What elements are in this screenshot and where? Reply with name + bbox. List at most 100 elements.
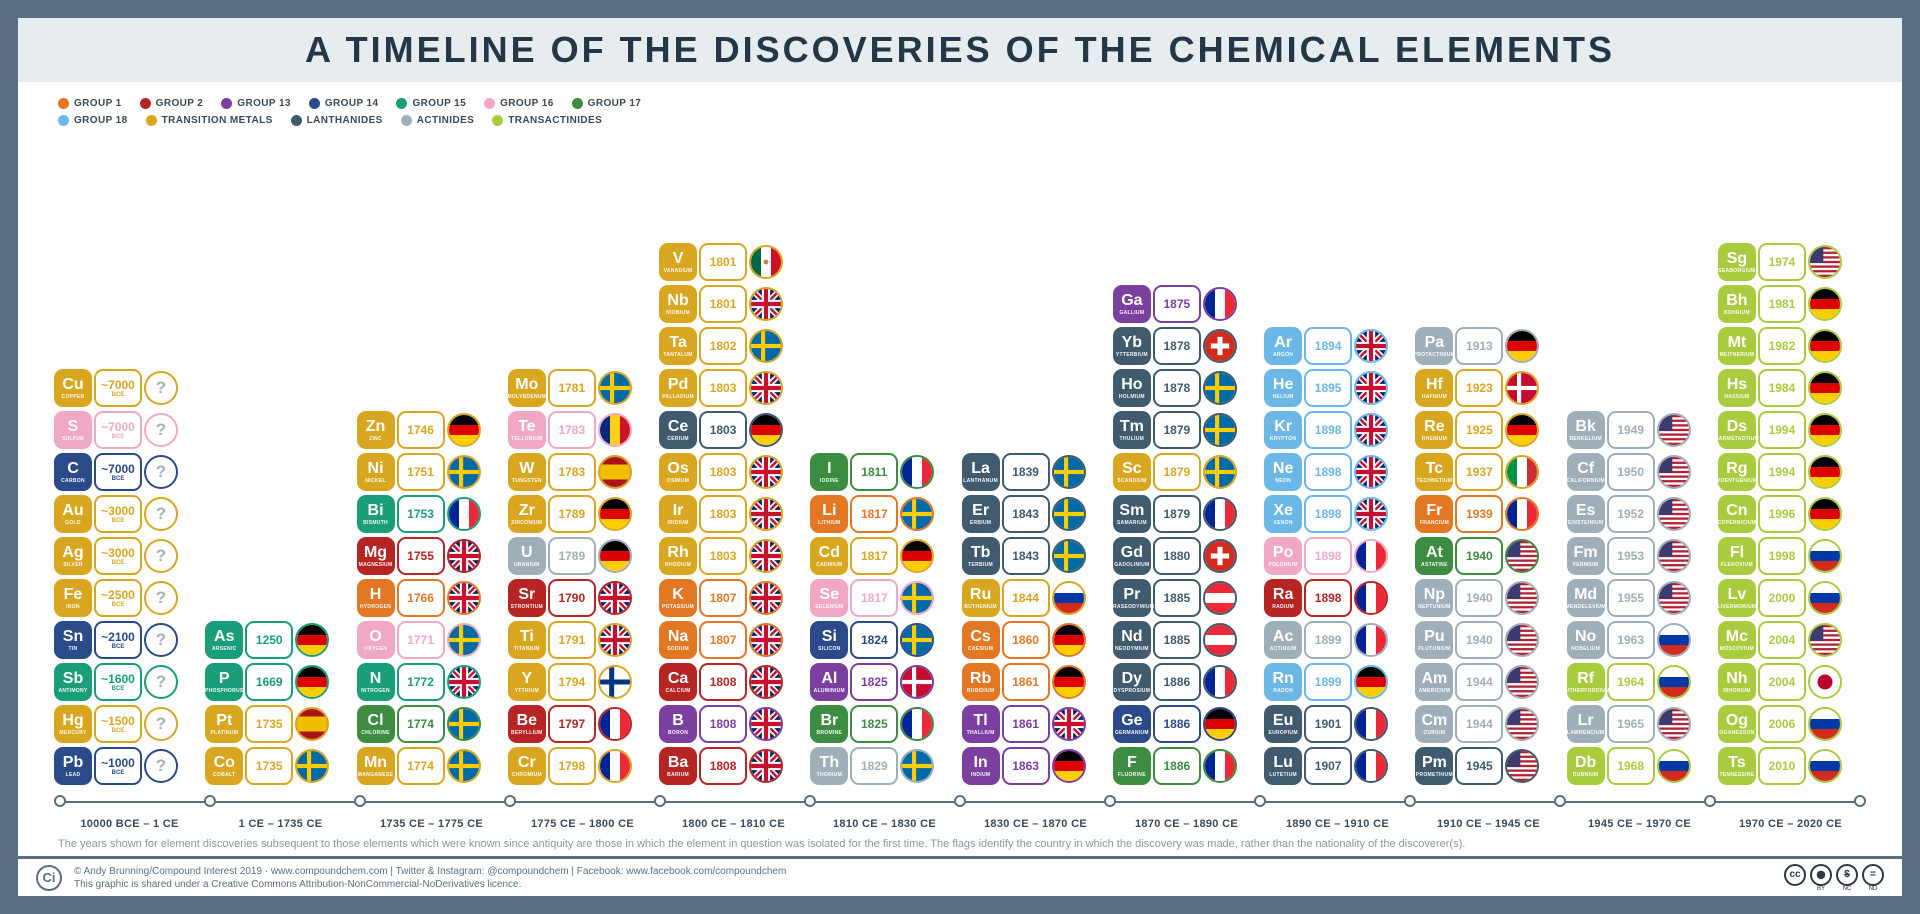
element-cell: ErERBIUM1843 (962, 494, 1110, 534)
element-cell: SrSTRONTIUM1790 (508, 578, 656, 618)
timeline-column: CrCHROMIUM1798BeBERYLLIUM1797YYTTRIUM179… (508, 368, 656, 786)
cc-icon: = (1862, 864, 1884, 886)
axis-labels: 10000 BCE – 1 CE1 CE – 1735 CE1735 CE – … (54, 818, 1866, 830)
axis-label: 1775 CE – 1800 CE (507, 818, 658, 830)
flag-icon (1505, 749, 1539, 783)
year-box: 1803 (699, 369, 747, 407)
year-box: 1879 (1153, 495, 1201, 533)
element-cell: GaGALLIUM1875 (1113, 284, 1261, 324)
year-box: 1783 (548, 411, 596, 449)
element-symbol-box: TmTHULIUM (1113, 411, 1151, 449)
element-symbol-box: ScSCANDIUM (1113, 453, 1151, 491)
axis-label: 1810 CE – 1830 CE (809, 818, 960, 830)
element-symbol-box: BkBERKELIUM (1567, 411, 1605, 449)
element-cell: RfRUTHERFORDIUM1964 (1567, 662, 1715, 702)
year-box: 1899 (1304, 621, 1352, 659)
flag-icon (1657, 497, 1691, 531)
year-box: 1913 (1455, 327, 1503, 365)
axis (54, 792, 1866, 810)
poster: A TIMELINE OF THE DISCOVERIES OF THE CHE… (18, 18, 1902, 896)
flag-icon (1052, 455, 1086, 489)
year-box: 1753 (397, 495, 445, 533)
flag-icon (295, 665, 329, 699)
year-box: 1996 (1758, 495, 1806, 533)
flag-icon (1657, 413, 1691, 447)
element-symbol-box: AgSILVER (54, 537, 92, 575)
year-box: 1808 (699, 747, 747, 785)
flag-icon (447, 581, 481, 615)
element-symbol-box: TaTANTALUM (659, 327, 697, 365)
element-cell: ScSCANDIUM1879 (1113, 452, 1261, 492)
year-box: 1940 (1455, 537, 1503, 575)
flag-icon (1354, 665, 1388, 699)
axis-dot (1554, 795, 1566, 807)
flag-icon (900, 539, 934, 573)
legend-item: TRANSACTINIDES (492, 115, 602, 126)
flag-icon (749, 539, 783, 573)
element-symbol-box: SgSEABORGIUM (1718, 243, 1756, 281)
element-symbol-box: CmCURIUM (1415, 705, 1453, 743)
element-symbol-box: NiNICKEL (357, 453, 395, 491)
flag-icon (1354, 623, 1388, 657)
year-box: 1955 (1607, 579, 1655, 617)
element-cell: DsDARMSTADTIUM1994 (1718, 410, 1866, 450)
title: A TIMELINE OF THE DISCOVERIES OF THE CHE… (305, 29, 1615, 71)
year-box: 1895 (1304, 369, 1352, 407)
year-box: 1801 (699, 243, 747, 281)
timeline-column: PbLEAD~1000BCE?HgMERCURY~1500BCE?SbANTIM… (54, 368, 202, 786)
flag-icon (1808, 245, 1842, 279)
year-box: ~7000BCE (94, 369, 142, 407)
element-cell: BrBROMINE1825 (810, 704, 958, 744)
element-cell: LuLUTETIUM1907 (1264, 746, 1412, 786)
element-symbol-box: AcACTINIUM (1264, 621, 1302, 659)
element-symbol-box: OsOSMIUM (659, 453, 697, 491)
flag-icon (1203, 287, 1237, 321)
element-cell: HgMERCURY~1500BCE? (54, 704, 202, 744)
element-cell: LvLIVERMORIUM2000 (1718, 578, 1866, 618)
flag-icon (1808, 455, 1842, 489)
element-symbol-box: FeIRON (54, 579, 92, 617)
element-symbol-box: XeXENON (1264, 495, 1302, 533)
element-symbol-box: TcTECHNETIUM (1415, 453, 1453, 491)
element-cell: TcTECHNETIUM1937 (1415, 452, 1563, 492)
element-symbol-box: RuRUTHENIUM (962, 579, 1000, 617)
year-box: 1898 (1304, 579, 1352, 617)
element-cell: FeIRON~2500BCE? (54, 578, 202, 618)
legend-item: GROUP 18 (58, 115, 128, 126)
year-box: 1885 (1153, 579, 1201, 617)
year-box: 1735 (245, 747, 293, 785)
year-box: 1669 (245, 663, 293, 701)
flag-icon (447, 623, 481, 657)
flag-icon (1052, 665, 1086, 699)
element-cell: McMOSCOVIUM2004 (1718, 620, 1866, 660)
flag-icon (1052, 623, 1086, 657)
year-box: 1825 (850, 663, 898, 701)
flag-icon: ? (144, 455, 178, 489)
flag-icon (1808, 413, 1842, 447)
flag-icon (1808, 623, 1842, 657)
element-symbol-box: MtMEITNERIUM (1718, 327, 1756, 365)
flag-icon (1657, 707, 1691, 741)
legend-item: GROUP 16 (484, 98, 554, 109)
year-box: 1944 (1455, 663, 1503, 701)
element-cell: KrKRYPTON1898 (1264, 410, 1412, 450)
year-box: 1925 (1455, 411, 1503, 449)
flag-icon (1505, 497, 1539, 531)
flag-icon (598, 413, 632, 447)
flag-icon (900, 455, 934, 489)
flag-icon (749, 497, 783, 531)
year-box: 1963 (1607, 621, 1655, 659)
element-cell: NNITROGEN1772 (357, 662, 505, 702)
year-box: 1898 (1304, 495, 1352, 533)
element-cell: PrPRASEODYMIUM1885 (1113, 578, 1261, 618)
element-symbol-box: PmPROMETHIUM (1415, 747, 1453, 785)
flag-icon (1808, 665, 1842, 699)
element-cell: CdCADMIUM1817 (810, 536, 958, 576)
year-box: 1965 (1607, 705, 1655, 743)
element-symbol-box: HfHAFNIUM (1415, 369, 1453, 407)
flag-icon: ? (144, 539, 178, 573)
element-cell: AsARSENIC1250 (205, 620, 353, 660)
year-box: ~1600BCE (94, 663, 142, 701)
timeline-column: PmPROMETHIUM1945CmCURIUM1944AmAMERICIUM1… (1415, 326, 1563, 786)
year-box: 1843 (1002, 537, 1050, 575)
